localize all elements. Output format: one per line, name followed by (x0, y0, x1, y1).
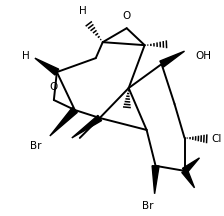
Polygon shape (152, 166, 159, 194)
Polygon shape (182, 158, 200, 173)
Text: H: H (22, 51, 30, 61)
Text: Cl: Cl (211, 134, 222, 144)
Text: Br: Br (30, 141, 42, 151)
Polygon shape (182, 169, 194, 188)
Polygon shape (72, 115, 102, 138)
Polygon shape (35, 58, 59, 75)
Text: OH: OH (196, 51, 211, 61)
Polygon shape (50, 108, 77, 136)
Text: Br: Br (142, 201, 153, 211)
Text: O: O (50, 82, 58, 92)
Text: H: H (79, 6, 87, 16)
Text: O: O (123, 11, 131, 21)
Polygon shape (160, 51, 185, 67)
